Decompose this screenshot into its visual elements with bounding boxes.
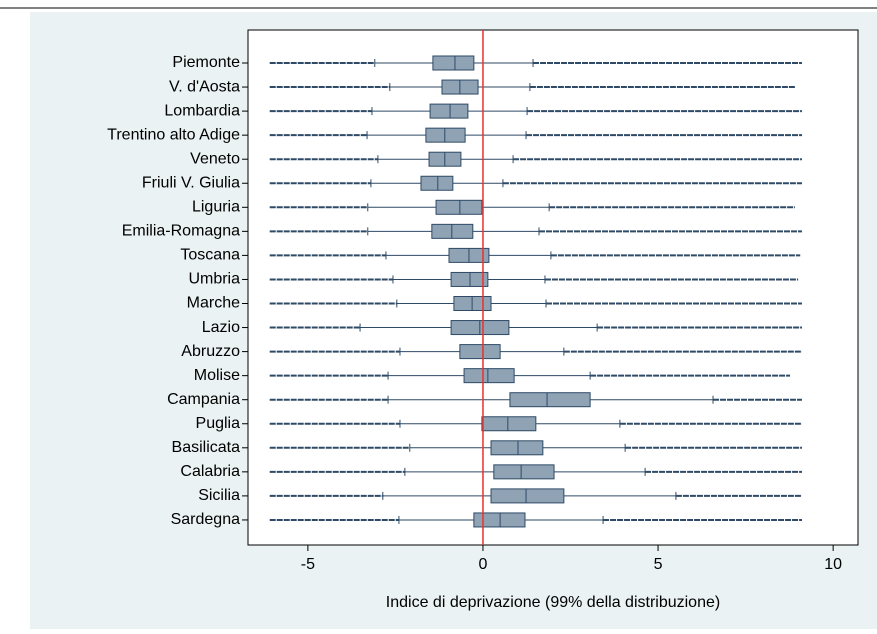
box: [481, 416, 537, 432]
y-tick-label: Friuli V. Giulia: [142, 174, 240, 191]
y-tick-label: Campania: [167, 391, 240, 408]
x-tick-label: -5: [301, 556, 315, 573]
box: [509, 392, 591, 408]
box: [425, 127, 466, 143]
box: [431, 223, 474, 239]
y-tick-label: Abruzzo: [181, 343, 240, 360]
box: [463, 368, 515, 384]
y-tick-label: Sicilia: [198, 487, 240, 504]
plot-area: [247, 29, 859, 546]
y-tick-label: Molise: [194, 367, 240, 384]
y-tick-label: Toscana: [180, 247, 240, 264]
y-tick-label: Piemonte: [172, 54, 240, 71]
y-tick-label: V. d'Aosta: [169, 78, 240, 95]
y-tick-label: Umbria: [188, 271, 240, 288]
y-tick-label: Basilicata: [172, 439, 241, 456]
y-tick-label: Marche: [187, 295, 240, 312]
box: [473, 512, 526, 528]
y-tick-label: Lombardia: [164, 102, 240, 119]
x-tick-label: 0: [479, 556, 488, 573]
box: [429, 103, 469, 119]
x-tick-label: 5: [654, 556, 663, 573]
box: [450, 271, 489, 287]
y-tick-label: Emilia-Romagna: [122, 223, 240, 240]
box: [493, 464, 555, 480]
y-tick-label: Calabria: [180, 463, 240, 480]
y-tick-label: Lazio: [202, 319, 240, 336]
y-tick-label: Veneto: [190, 150, 240, 167]
y-tick-label: Trentino alto Adige: [107, 126, 240, 143]
y-tick-label: Liguria: [192, 199, 240, 216]
x-tick-label: 10: [824, 556, 842, 573]
box: [490, 440, 544, 456]
box: [435, 199, 483, 215]
y-tick-label: Sardegna: [171, 511, 240, 528]
box: [432, 55, 475, 71]
y-tick-label: Puglia: [196, 415, 241, 432]
x-axis-label: Indice di deprivazione (99% della distri…: [386, 594, 720, 611]
box: [490, 488, 565, 504]
box: [420, 175, 454, 191]
box: [459, 344, 501, 360]
